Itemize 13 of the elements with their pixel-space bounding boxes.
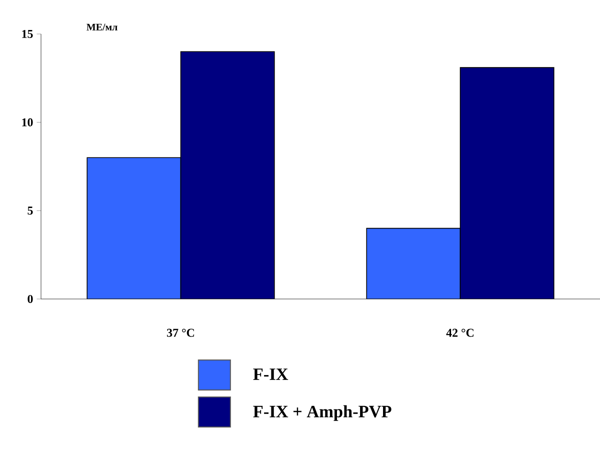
x-tick-label: 37 °C xyxy=(167,328,194,337)
bar xyxy=(180,51,275,299)
bar xyxy=(86,157,182,299)
legend-label: F-IX xyxy=(253,368,288,380)
y-tick-label: 10 xyxy=(22,118,33,126)
legend-label: F-IX + Amph-PVP xyxy=(253,405,392,421)
x-tick-label: 42 °C xyxy=(446,328,474,337)
y-tick-label: 0 xyxy=(28,294,33,304)
y-tick-label: 15 xyxy=(22,30,33,38)
y-axis-title: МЕ/мл xyxy=(86,24,118,30)
bar xyxy=(460,67,554,299)
y-tick-label: 5 xyxy=(28,206,33,215)
bar xyxy=(366,228,461,299)
